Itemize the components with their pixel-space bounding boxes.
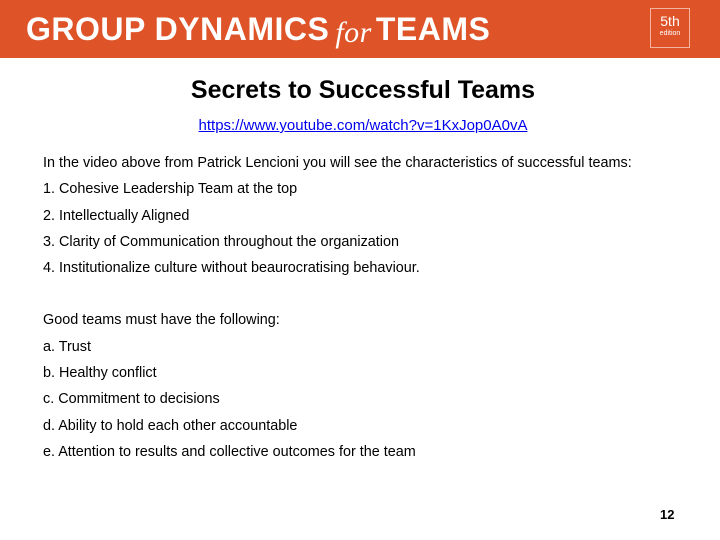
- good-teams-item: a. Trust: [43, 338, 91, 355]
- spacer: [43, 281, 713, 307]
- book-title-for: for: [335, 16, 372, 49]
- good-teams-item: b. Healthy conflict: [43, 365, 157, 382]
- characteristic-item: 2. Intellectually Aligned: [43, 207, 190, 224]
- intro-text: In the video above from Patrick Lencioni…: [43, 155, 632, 171]
- book-title: GROUP DYNAMICS for TEAMS: [26, 9, 490, 51]
- good-teams-intro: Good teams must have the following:: [43, 312, 280, 329]
- page-number: 12: [660, 507, 675, 522]
- good-teams-item: e. Attention to results and collective o…: [43, 443, 416, 460]
- edition-label: edition: [659, 30, 681, 37]
- characteristic-item: 3. Clarity of Communication throughout t…: [43, 233, 399, 250]
- good-teams-item: c. Commitment to decisions: [43, 391, 220, 408]
- good-teams-item: d. Ability to hold each other accountabl…: [43, 417, 298, 434]
- characteristic-item: 4. Institutionalize culture without beau…: [43, 260, 420, 277]
- characteristic-item: 1. Cohesive Leadership Team at the top: [43, 181, 298, 198]
- book-title-part1: GROUP DYNAMICS: [26, 11, 330, 47]
- book-title-part2: TEAMS: [375, 11, 491, 47]
- edition-number: 5th: [660, 13, 680, 29]
- edition-badge: 5th edition: [650, 8, 690, 48]
- slide-heading: Secrets to Successful Teams: [190, 76, 536, 104]
- header-banner: GROUP DYNAMICS for TEAMS 5th edition: [0, 0, 720, 58]
- slide-body: In the video above from Patrick Lencioni…: [43, 150, 713, 465]
- video-link[interactable]: https://www.youtube.com/watch?v=1KxJop0A…: [198, 117, 528, 134]
